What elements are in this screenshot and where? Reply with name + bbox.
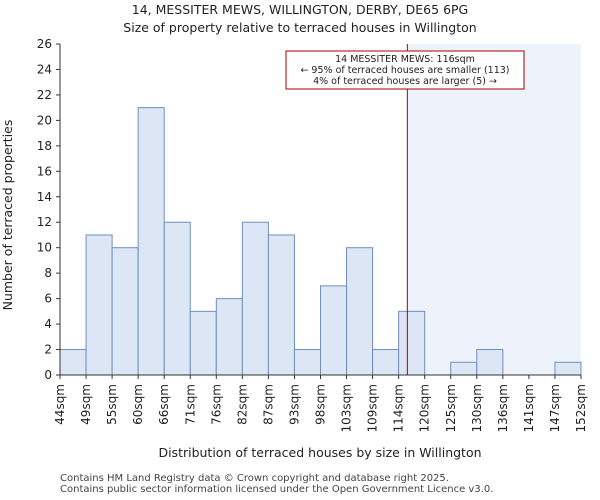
annotation-line-1: 14 MESSITER MEWS: 116sqm (335, 54, 475, 65)
y-tick-label-12: 12 (37, 215, 52, 229)
x-tick-label-76sqm: 76sqm (209, 384, 223, 425)
chart-subtitle: Size of property relative to terraced ho… (123, 20, 476, 35)
y-axis-label: Number of terraced properties (0, 120, 15, 311)
x-tick-label-82sqm: 82sqm (235, 384, 249, 425)
y-tick-label-16: 16 (37, 164, 52, 178)
y-tick-label-26: 26 (37, 37, 52, 51)
y-tick-label-10: 10 (37, 241, 52, 255)
x-tick-label-109sqm: 109sqm (366, 384, 380, 432)
x-tick-label-93sqm: 93sqm (287, 384, 301, 425)
bar-125sqm (450, 361, 478, 376)
x-tick-label-136sqm: 136sqm (496, 384, 510, 432)
bar-71sqm (189, 310, 217, 376)
bar-49sqm (85, 234, 113, 376)
bar-130sqm (476, 349, 504, 376)
y-tick-label-24: 24 (37, 62, 52, 76)
bar-103sqm (346, 247, 374, 376)
annotation-line-3: 4% of terraced houses are larger (5) → (313, 76, 497, 87)
bar-82sqm (241, 221, 269, 376)
x-tick-label-49sqm: 49sqm (79, 384, 93, 425)
x-tick-label-114sqm: 114sqm (392, 384, 406, 432)
y-tick-label-20: 20 (37, 113, 52, 127)
annotation-line-2: ← 95% of terraced houses are smaller (11… (300, 65, 509, 76)
footer-copyright: Contains HM Land Registry data © Crown c… (60, 473, 449, 484)
y-tick-label-14: 14 (37, 190, 52, 204)
larger-region-shading (407, 44, 581, 375)
x-tick-label-147sqm: 147sqm (548, 384, 562, 432)
x-tick-label-141sqm: 141sqm (522, 384, 536, 432)
bar-44sqm (59, 349, 87, 376)
bar-109sqm (372, 349, 400, 376)
x-tick-label-60sqm: 60sqm (131, 384, 145, 425)
y-tick-label-8: 8 (44, 266, 52, 280)
y-tick-label-0: 0 (44, 368, 52, 382)
y-tick-label-18: 18 (37, 139, 52, 153)
y-tick-label-4: 4 (44, 317, 52, 331)
x-tick-label-130sqm: 130sqm (470, 384, 484, 432)
x-axis-label: Distribution of terraced houses by size … (158, 445, 481, 460)
x-tick-label-98sqm: 98sqm (314, 384, 328, 425)
bar-60sqm (137, 107, 165, 376)
bar-76sqm (215, 298, 243, 376)
annotation-box (285, 50, 525, 90)
x-tick-label-125sqm: 125sqm (444, 384, 458, 432)
bar-147sqm (554, 361, 582, 376)
x-tick-label-87sqm: 87sqm (261, 384, 275, 425)
bar-93sqm (293, 349, 322, 376)
bar-55sqm (111, 247, 139, 376)
x-tick-label-152sqm: 152sqm (574, 384, 588, 432)
chart-title: 14, MESSITER MEWS, WILLINGTON, DERBY, DE… (132, 2, 469, 17)
y-tick-label-22: 22 (37, 88, 52, 102)
bar-98sqm (320, 285, 348, 376)
x-tick-label-55sqm: 55sqm (105, 384, 119, 425)
bar-114sqm (398, 310, 426, 376)
x-tick-label-66sqm: 66sqm (157, 384, 171, 425)
x-tick-label-120sqm: 120sqm (418, 384, 432, 432)
bar-87sqm (267, 234, 295, 376)
x-tick-label-44sqm: 44sqm (53, 384, 67, 425)
footer-licence: Contains public sector information licen… (60, 484, 494, 495)
y-tick-label-2: 2 (44, 343, 52, 357)
x-tick-label-71sqm: 71sqm (183, 384, 197, 425)
bar-66sqm (163, 221, 191, 376)
y-tick-label-6: 6 (44, 292, 52, 306)
x-tick-label-103sqm: 103sqm (340, 384, 354, 432)
